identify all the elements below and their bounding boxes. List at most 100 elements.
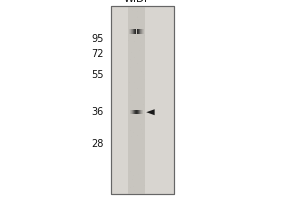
Bar — [133, 175, 134, 176]
Bar — [128, 40, 129, 41]
Bar — [133, 82, 134, 83]
Bar — [143, 120, 144, 121]
Bar — [140, 110, 141, 114]
Bar — [132, 100, 133, 101]
Bar — [130, 59, 131, 60]
Bar — [140, 42, 141, 43]
Bar — [141, 88, 142, 89]
Text: 95: 95 — [91, 34, 104, 44]
Bar — [131, 110, 132, 114]
Bar — [132, 179, 133, 180]
Bar — [136, 29, 137, 34]
Bar — [136, 85, 137, 86]
Bar — [142, 110, 143, 114]
Bar — [131, 52, 132, 53]
Bar — [131, 29, 132, 34]
Bar — [138, 74, 139, 75]
Bar — [138, 164, 139, 165]
Bar — [143, 97, 144, 98]
Bar — [136, 8, 137, 9]
Bar — [137, 110, 138, 114]
Bar — [135, 110, 136, 114]
Bar — [136, 29, 137, 34]
Bar — [143, 74, 144, 75]
Bar — [136, 110, 137, 114]
Bar — [139, 77, 140, 78]
Bar — [132, 179, 133, 180]
Bar — [133, 186, 134, 187]
Bar — [137, 11, 138, 12]
Bar — [141, 26, 142, 27]
Bar — [130, 95, 131, 96]
Bar — [132, 116, 133, 117]
Bar — [129, 174, 130, 175]
Bar — [143, 29, 144, 34]
Bar — [143, 176, 144, 177]
Bar — [136, 38, 137, 39]
Bar — [139, 29, 140, 34]
Bar — [134, 57, 135, 58]
Bar — [132, 29, 133, 34]
Bar — [141, 129, 142, 130]
Bar — [144, 23, 145, 24]
Bar — [131, 157, 132, 158]
Bar — [129, 82, 130, 83]
Bar — [138, 110, 139, 114]
Bar — [133, 158, 134, 159]
Bar — [130, 171, 131, 172]
Text: 36: 36 — [91, 107, 104, 117]
Bar — [141, 110, 142, 114]
Bar — [128, 6, 145, 194]
Bar — [134, 190, 135, 191]
Bar — [131, 136, 132, 137]
Bar — [139, 110, 140, 114]
Bar — [143, 148, 144, 149]
Bar — [137, 88, 138, 89]
Bar — [136, 110, 137, 114]
Bar — [140, 124, 141, 125]
Bar — [144, 35, 145, 36]
Bar — [130, 130, 131, 131]
Bar — [140, 48, 141, 49]
Bar — [143, 172, 144, 173]
Bar — [135, 29, 136, 34]
Bar — [140, 69, 141, 70]
Bar — [141, 29, 142, 34]
Bar — [111, 6, 174, 194]
Bar — [130, 29, 131, 34]
Bar — [137, 16, 138, 17]
Text: WiDr: WiDr — [124, 0, 149, 4]
Bar — [129, 29, 130, 34]
Text: 55: 55 — [91, 70, 103, 80]
Bar — [132, 110, 133, 114]
Bar — [134, 110, 135, 114]
Bar — [133, 29, 134, 34]
Bar — [137, 17, 138, 18]
Bar — [128, 97, 129, 98]
Bar — [142, 29, 143, 34]
Bar — [137, 29, 138, 34]
Bar — [139, 159, 140, 160]
Polygon shape — [146, 109, 155, 115]
Bar — [135, 168, 136, 169]
Bar — [138, 161, 139, 162]
Text: 72: 72 — [91, 49, 103, 59]
Bar — [132, 12, 133, 13]
Bar — [138, 20, 139, 21]
Bar — [143, 104, 144, 105]
Bar — [144, 8, 145, 9]
Bar — [139, 192, 140, 193]
Bar — [137, 135, 138, 136]
Bar — [134, 82, 135, 83]
Bar — [141, 71, 142, 72]
Bar — [130, 110, 131, 114]
Bar — [134, 51, 135, 52]
Bar — [132, 10, 133, 11]
Bar — [139, 50, 140, 51]
Bar — [140, 29, 141, 34]
Bar — [130, 67, 131, 68]
Bar — [137, 63, 138, 64]
Bar — [128, 105, 129, 106]
Bar — [138, 29, 139, 34]
Bar — [133, 110, 134, 114]
